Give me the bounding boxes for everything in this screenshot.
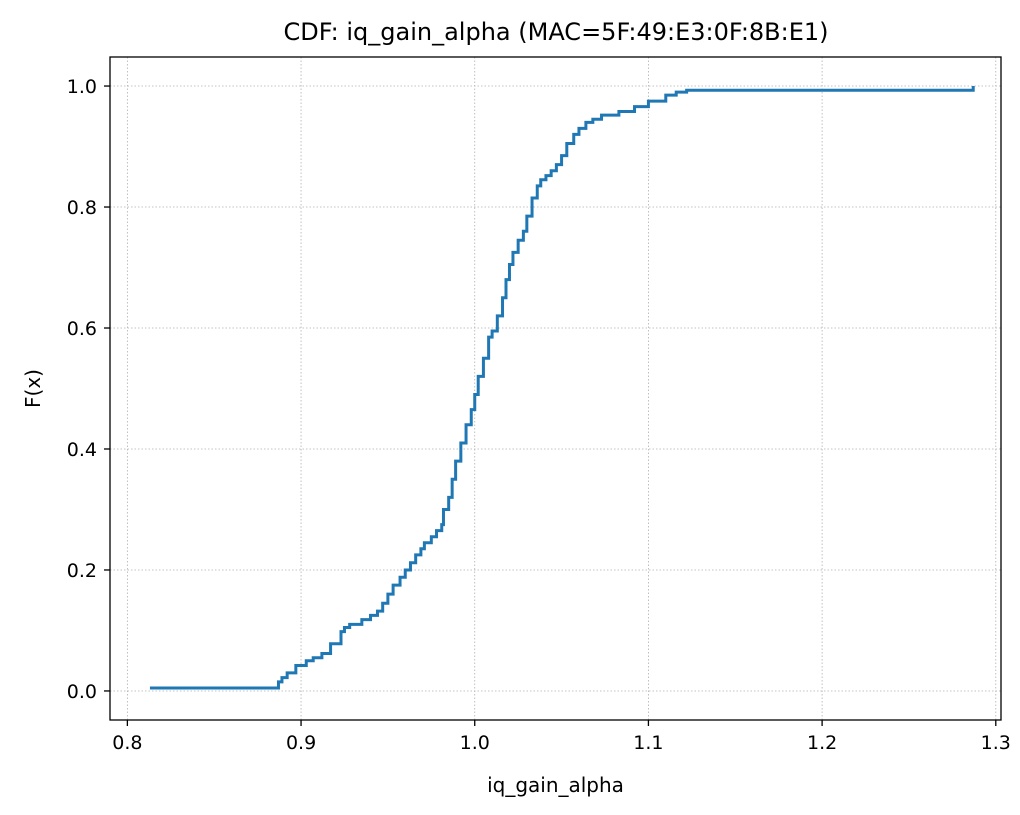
x-tick-label: 0.9 [286,732,316,754]
y-tick-label: 0.4 [67,439,97,461]
x-tick-label: 1.3 [981,732,1011,754]
y-tick-label: 1.0 [67,76,97,98]
grid-lines [110,57,1001,720]
y-tick-label: 0.6 [67,318,97,340]
x-tick-label: 1.0 [460,732,490,754]
cdf-step-line [149,86,975,690]
y-axis-label: F(x) [21,369,45,408]
plot-area [149,86,975,690]
x-tick-label: 1.2 [807,732,837,754]
axes-frame [109,56,1002,721]
axis-ticks: 0.8 0.9 1.0 1.1 1.2 1.3 0.0 0.2 0.4 0.6 0.8 1.0 [67,76,1011,754]
y-tick-label: 0.8 [67,197,97,219]
y-tick-label: 0.2 [67,560,97,582]
y-tick-label: 0.0 [67,681,97,703]
x-tick-label: 0.8 [112,732,142,754]
chart-title: CDF: iq_gain_alpha (MAC=5F:49:E3:0F:8B:E… [283,18,828,46]
x-axis-label: iq_gain_alpha [487,773,624,797]
x-tick-label: 1.1 [633,732,663,754]
